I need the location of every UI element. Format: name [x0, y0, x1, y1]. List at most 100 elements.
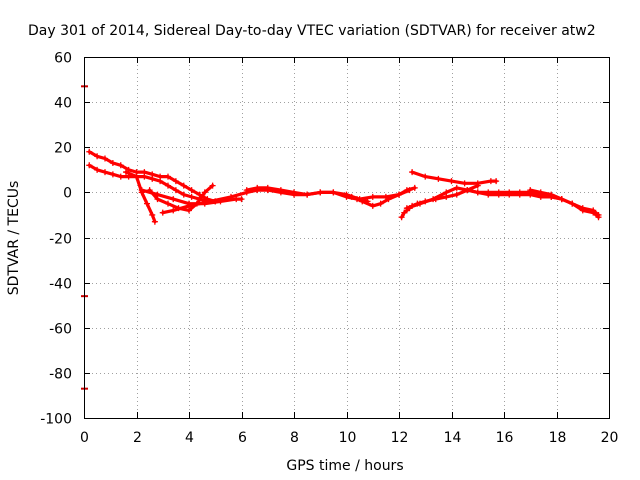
data-point — [180, 182, 187, 189]
plot-frame — [84, 57, 610, 419]
data-point — [172, 178, 179, 185]
data-point — [485, 189, 492, 196]
grid — [84, 57, 609, 418]
data-point — [102, 155, 108, 162]
series-arc-8 — [348, 184, 418, 209]
data-point — [165, 182, 171, 189]
series-arc-10 — [409, 169, 500, 187]
data-point — [516, 189, 523, 196]
data-point — [170, 207, 177, 214]
data-point — [165, 200, 171, 207]
data-point — [448, 178, 455, 185]
data-point — [138, 187, 145, 194]
y-tick-label: -40 — [49, 277, 72, 293]
data-point — [590, 209, 597, 216]
data-point — [170, 196, 177, 203]
data-point — [165, 173, 171, 180]
data-point — [453, 184, 460, 191]
data-point — [377, 200, 384, 207]
data-point — [443, 189, 450, 196]
series-line — [148, 184, 215, 212]
x-tick-label: 8 — [290, 430, 299, 446]
data-point — [109, 171, 116, 178]
data-point — [398, 214, 405, 221]
data-point — [117, 162, 124, 169]
data-point — [430, 196, 437, 203]
x-tick-label: 18 — [549, 430, 567, 446]
data-point — [201, 189, 208, 196]
data-point — [254, 184, 261, 191]
data-point — [102, 169, 108, 176]
data-point — [304, 191, 311, 198]
series-line — [528, 188, 564, 201]
data-point — [277, 187, 284, 194]
data-point — [209, 182, 216, 189]
data-point — [411, 184, 418, 191]
data-point — [527, 187, 534, 194]
data-point — [474, 189, 481, 196]
data-point — [243, 187, 250, 194]
data-point — [188, 193, 195, 200]
data-point — [385, 196, 392, 203]
y-tick-label: 60 — [54, 51, 72, 67]
data-point — [228, 193, 234, 200]
data-point — [317, 189, 324, 196]
y-tick-label: 40 — [54, 96, 72, 112]
data-point — [109, 160, 116, 167]
data-point — [569, 200, 576, 207]
x-axis-tick-labels: 0 2 4 6 8 10 12 14 16 18 20 — [80, 430, 618, 446]
series-arc-13 — [527, 187, 565, 203]
x-tick-label: 0 — [80, 430, 89, 446]
data-point — [403, 205, 410, 212]
data-point — [409, 169, 416, 176]
data-point — [149, 211, 156, 218]
y-axis-title: SDTVAR / TECUs — [6, 181, 22, 296]
data-point — [537, 189, 544, 196]
data-point — [149, 175, 156, 182]
data-point — [343, 193, 350, 200]
data-point — [506, 189, 513, 196]
data-point — [144, 200, 150, 207]
data-point — [86, 148, 93, 155]
data-point — [207, 198, 213, 205]
data-point — [435, 175, 442, 182]
y-tick-label: -100 — [40, 412, 72, 428]
y-tick-label: -20 — [49, 232, 72, 248]
data-point — [264, 184, 271, 191]
data-point — [396, 191, 402, 198]
series-arc-2 — [86, 162, 219, 205]
data-point — [291, 189, 297, 196]
data-point — [94, 153, 101, 160]
data-point — [151, 218, 158, 225]
data-point — [233, 196, 240, 203]
axis-ticks — [84, 57, 610, 419]
data-series — [86, 148, 602, 225]
data-point — [558, 196, 565, 203]
x-tick-label: 10 — [339, 430, 357, 446]
x-tick-label: 4 — [185, 430, 194, 446]
data-point — [94, 166, 101, 173]
x-tick-label: 20 — [601, 430, 619, 446]
data-point — [159, 209, 166, 216]
data-point — [348, 193, 355, 200]
data-point — [359, 198, 366, 205]
data-point — [487, 178, 494, 185]
data-point — [238, 196, 245, 203]
x-tick-label: 6 — [238, 430, 247, 446]
data-point — [579, 207, 586, 214]
data-point — [157, 178, 164, 185]
data-point — [123, 169, 129, 176]
data-point — [453, 191, 460, 198]
data-point — [133, 173, 140, 180]
data-point — [154, 191, 161, 198]
data-point — [86, 162, 93, 169]
x-axis-title: GPS time / hours — [286, 458, 403, 474]
data-point — [422, 173, 429, 180]
data-point — [330, 189, 337, 196]
data-point — [548, 191, 555, 198]
chart-title: Day 301 of 2014, Sidereal Day-to-day VTE… — [28, 23, 596, 39]
data-point — [403, 187, 410, 194]
data-point — [495, 189, 502, 196]
data-point — [188, 187, 195, 194]
